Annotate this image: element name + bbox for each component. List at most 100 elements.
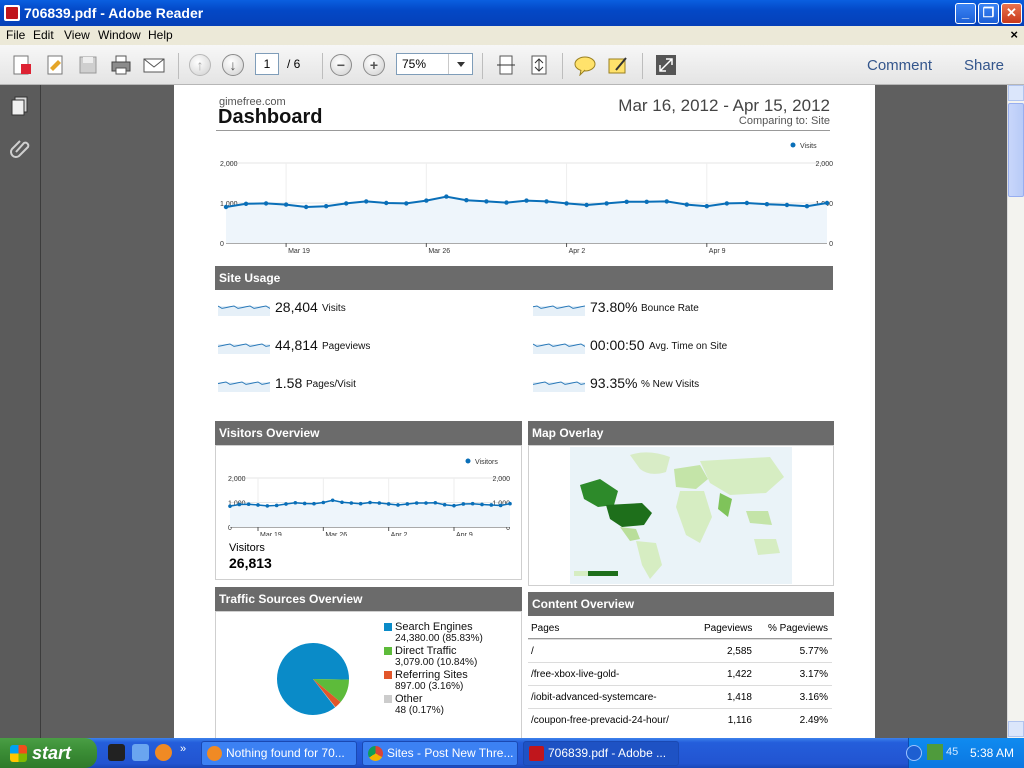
data-point (461, 502, 466, 506)
restore-button[interactable]: ❐ (978, 3, 999, 24)
data-point (644, 199, 649, 204)
menu-help[interactable]: Help (148, 28, 173, 42)
scroll-up-icon[interactable] (1008, 85, 1024, 101)
chevron-down-icon[interactable] (448, 54, 472, 74)
pages-panel-icon[interactable] (9, 95, 31, 120)
email-icon[interactable] (142, 53, 166, 77)
sticky-note-icon[interactable] (573, 53, 597, 77)
metric-value: 00:00:50 (590, 337, 645, 353)
create-pdf-icon[interactable] (10, 53, 34, 77)
sparkline-line (533, 343, 585, 347)
table-row[interactable]: /free-xbox-live-gold- 1,422 3.17% (528, 662, 832, 685)
data-point (246, 502, 251, 507)
quicklaunch-firefox-icon[interactable] (155, 744, 172, 761)
quicklaunch-app-icon[interactable] (108, 744, 125, 761)
page-number-input[interactable]: 1 (255, 53, 279, 75)
fit-page-icon[interactable] (527, 53, 551, 77)
menu-file[interactable]: File (6, 28, 26, 42)
table-row[interactable]: / 2,585 5.77% (528, 639, 832, 662)
comment-button[interactable]: Comment (867, 57, 933, 74)
fit-width-icon[interactable] (494, 53, 518, 77)
vertical-scrollbar[interactable] (1007, 85, 1024, 738)
data-point (584, 202, 589, 208)
taskbar-adobe-reader[interactable]: 706839.pdf - Adobe ... (523, 741, 679, 766)
y-tick-label-right: 2,000 (815, 161, 833, 168)
sparkline-area (533, 382, 585, 392)
data-point (283, 202, 289, 207)
world-map (570, 447, 792, 584)
x-tick-label: Mar 19 (260, 532, 282, 536)
menu-window[interactable]: Window (98, 28, 141, 42)
data-point (504, 200, 509, 205)
sparkline-line (218, 305, 270, 309)
document-close-icon[interactable]: × (1010, 27, 1018, 42)
metric-visits: 28,404 Visits (218, 298, 508, 322)
data-point (489, 503, 494, 507)
taskbar-firefox[interactable]: Nothing found for 70... (201, 741, 357, 766)
traffic-legend: Search Engines 24,380.00 (85.83%) Direct T… (384, 621, 519, 721)
page-path[interactable]: /coupon-free-prevacid-24-hour/ (531, 715, 669, 726)
network-icon[interactable] (927, 744, 943, 760)
data-point (293, 500, 298, 505)
taskbar-chrome[interactable]: Sites - Post New Thre... (362, 741, 518, 766)
attachment-icon[interactable] (9, 137, 31, 162)
data-point (265, 504, 270, 508)
scroll-down-icon[interactable] (1008, 721, 1024, 737)
save-icon[interactable] (76, 53, 100, 77)
minimize-button[interactable]: _ (955, 3, 976, 24)
document-area[interactable]: gimefree.com Dashboard Mar 16, 2012 - Ap… (41, 85, 1007, 738)
zoom-in-button[interactable]: + (362, 53, 386, 77)
data-point (396, 503, 400, 507)
data-point (724, 201, 730, 206)
full-screen-icon[interactable] (654, 53, 678, 77)
system-tray: 45 5:38 AM (906, 738, 1024, 768)
metric-label: % New Visits (641, 379, 700, 390)
scroll-thumb[interactable] (1008, 103, 1024, 197)
print-icon[interactable] (109, 53, 133, 77)
page-path[interactable]: /free-xbox-live-gold- (531, 669, 620, 680)
traffic-sources-panel: Search Engines 24,380.00 (85.83%) Direct T… (215, 611, 522, 738)
sparkline-area (533, 344, 585, 354)
data-point (284, 502, 288, 506)
zoom-select[interactable]: 75% (396, 53, 473, 75)
tray-expand-icon[interactable] (906, 745, 922, 761)
series-area (230, 500, 510, 527)
quicklaunch-ie-icon[interactable] (132, 744, 149, 761)
data-point (804, 204, 810, 209)
data-point (442, 502, 447, 507)
y-tick-label-right: 0 (506, 525, 510, 532)
page-path[interactable]: /iobit-advanced-systemcare- (531, 692, 657, 703)
sparkline (218, 381, 270, 392)
quicklaunch-more-icon[interactable]: » (180, 743, 187, 755)
next-page-button[interactable]: ↓ (221, 53, 245, 77)
highlight-text-icon[interactable] (606, 53, 630, 77)
data-point (544, 199, 549, 204)
menu-view[interactable]: View (64, 28, 90, 42)
data-point (764, 202, 770, 207)
firefox-icon (207, 746, 222, 761)
previous-page-button[interactable]: ↑ (188, 53, 212, 77)
x-tick-label: Apr 9 (456, 532, 473, 536)
x-tick-label: Mar 26 (325, 532, 347, 536)
page-path[interactable]: / (531, 646, 534, 657)
col-pages: Pages (531, 623, 560, 634)
sparkline-area (533, 306, 585, 316)
pageviews-cell: 1,418 (726, 692, 752, 703)
zoom-out-button[interactable]: − (329, 53, 353, 77)
menu-edit[interactable]: Edit (33, 28, 54, 42)
legend-label: Visits (800, 143, 817, 150)
data-point (368, 500, 372, 505)
map-overlay-header: Map Overlay (528, 421, 834, 445)
table-row[interactable]: /iobit-advanced-systemcare- 1,418 3.16% (528, 685, 832, 708)
sparkline-area (218, 344, 270, 354)
metric-value: 44,814 (275, 337, 318, 353)
source-name: Other (395, 693, 423, 705)
close-button[interactable]: ✕ (1001, 3, 1022, 24)
sparkline-line (218, 343, 270, 347)
start-button[interactable]: start (0, 738, 97, 768)
pageviews-cell: 2,585 (726, 646, 752, 657)
edit-pdf-icon[interactable] (43, 53, 67, 77)
share-button[interactable]: Share (964, 57, 1005, 74)
table-row[interactable]: /coupon-free-prevacid-24-hour/1,116 2.49% (528, 708, 832, 731)
